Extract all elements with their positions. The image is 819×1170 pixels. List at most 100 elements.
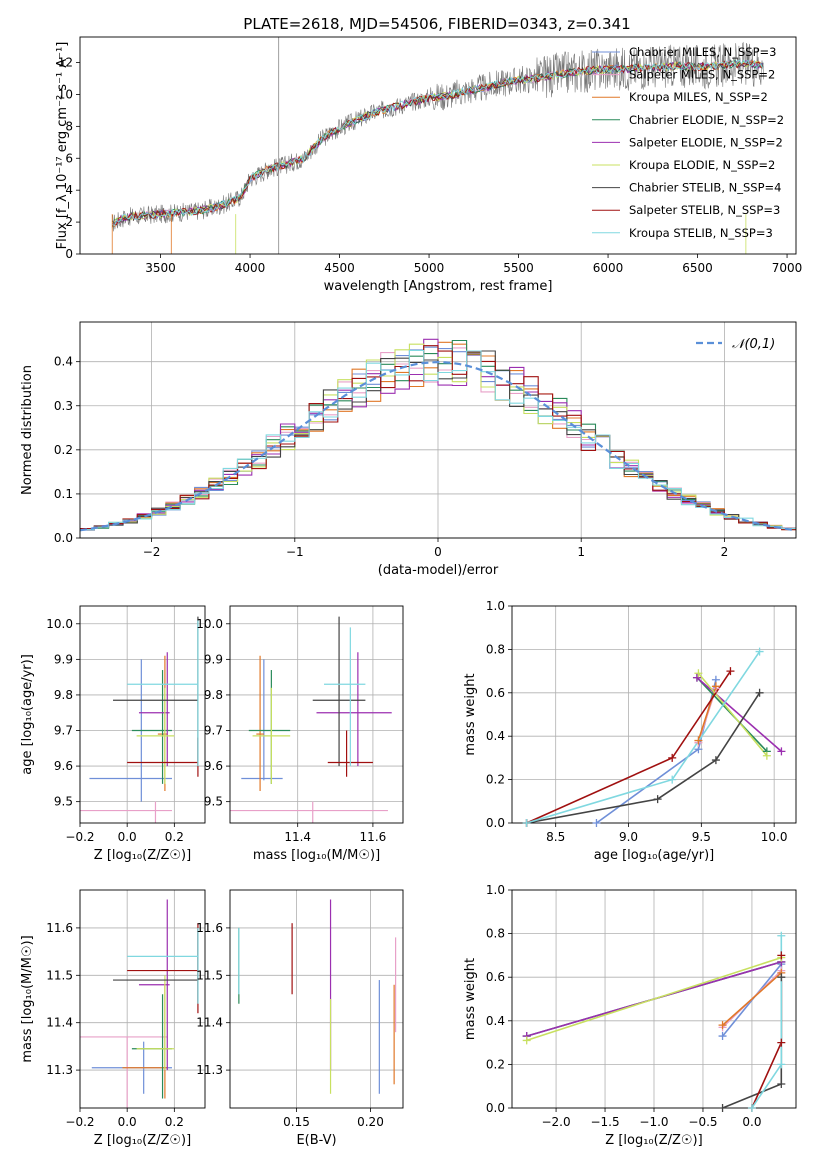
legend-label-salpeter-elodie: Salpeter ELODIE, N_SSP=2 bbox=[629, 135, 783, 149]
x-axis-label: (data-model)/error bbox=[378, 563, 499, 578]
y-tick-label: 10.0 bbox=[196, 617, 223, 631]
legend-label-kroupa-stelib: Kroupa STELIB, N_SSP=3 bbox=[629, 226, 773, 240]
y-tick-label: 1.0 bbox=[486, 599, 505, 613]
point-marker-salpeter-stelib bbox=[726, 667, 735, 676]
point-marker-kroupa-stelib bbox=[777, 1060, 786, 1069]
y-tick-label: 0.6 bbox=[486, 686, 505, 700]
x-tick-label: 9.0 bbox=[619, 830, 638, 844]
plot-area bbox=[230, 616, 392, 823]
x-tick-label: 3500 bbox=[145, 261, 176, 275]
x-axis-label: wavelength [Angstrom, rest frame] bbox=[324, 279, 553, 294]
y-tick-label: 11.4 bbox=[196, 1016, 223, 1030]
x-tick-label: 9.5 bbox=[692, 830, 711, 844]
axes-frame bbox=[229, 889, 404, 1109]
y-tick-label: 10 bbox=[58, 87, 73, 101]
y-tick-label: 11.3 bbox=[46, 1063, 73, 1077]
y-tick-label: 0.0 bbox=[486, 816, 505, 830]
y-tick-label: 11.6 bbox=[196, 921, 223, 935]
plot-area bbox=[80, 616, 199, 823]
point-marker-kroupa-elodie bbox=[522, 1036, 531, 1045]
point-marker-salpeter-stelib bbox=[777, 951, 786, 960]
y-tick-label: 11.3 bbox=[196, 1063, 223, 1077]
y-tick-label: 9.9 bbox=[54, 652, 73, 666]
y-tick-label: 9.8 bbox=[54, 688, 73, 702]
y-tick-label: 10.0 bbox=[46, 617, 73, 631]
mass-weight-vs-age-panel: 8.5 9.0 9.5 10.0 0.0 0.2 0.4 0.6 0.8 1.0 age [log₁… bbox=[463, 599, 797, 863]
x-axis-label: Z [log₁₀(Z/Z☉)] bbox=[94, 848, 191, 863]
x-tick-label: −2 bbox=[143, 545, 161, 559]
axes-frame bbox=[79, 36, 797, 255]
point-marker-salpeter-stelib bbox=[777, 1038, 786, 1047]
point-marker-kroupa-miles bbox=[694, 736, 703, 745]
legend-label-kroupa-elodie: Kroupa ELODIE, N_SSP=2 bbox=[629, 158, 775, 172]
legend-label-kroupa-miles: Kroupa MILES, N_SSP=2 bbox=[629, 90, 768, 104]
point-marker-chabrier-miles bbox=[592, 819, 601, 827]
y-tick-label: 8 bbox=[65, 119, 73, 133]
y-tick-label: 0.8 bbox=[486, 642, 505, 656]
y-tick-label: 0.4 bbox=[486, 1014, 505, 1028]
x-tick-label: 4500 bbox=[324, 261, 355, 275]
model-spectrum-kroupa-stelib bbox=[111, 59, 764, 227]
series-line-salpeter-elodie bbox=[696, 676, 782, 753]
x-axis-label: E(B-V) bbox=[296, 1133, 336, 1148]
x-tick-label: 5500 bbox=[503, 261, 534, 275]
x-tick-label: 6000 bbox=[593, 261, 624, 275]
y-tick-label: 12 bbox=[58, 56, 73, 70]
x-tick-label: 6500 bbox=[682, 261, 713, 275]
y-tick-label: 9.6 bbox=[54, 759, 73, 773]
y-tick-label: 2 bbox=[65, 215, 73, 229]
point-marker-kroupa-stelib bbox=[668, 775, 677, 784]
y-tick-label: 9.6 bbox=[204, 759, 223, 773]
legend-label-salpeter-miles: Salpeter MILES, N_SSP=2 bbox=[629, 68, 775, 82]
point-marker-kroupa-stelib bbox=[755, 647, 764, 656]
y-tick-label: 11.6 bbox=[46, 921, 73, 935]
y-tick-label: 0.4 bbox=[486, 729, 505, 743]
point-marker-kroupa-stelib bbox=[747, 1104, 756, 1112]
model-spectrum-salpeter-stelib bbox=[111, 60, 764, 227]
y-tick-label: 1.0 bbox=[486, 883, 505, 897]
y-axis-label: mass weight bbox=[463, 673, 478, 755]
y-tick-label: 11.4 bbox=[46, 1016, 73, 1030]
x-tick-label: −0.5 bbox=[688, 1115, 717, 1129]
plot-area bbox=[80, 338, 796, 532]
point-marker-chabrier-stelib bbox=[711, 756, 720, 765]
x-tick-label: 8.5 bbox=[546, 830, 565, 844]
x-tick-label: 0.15 bbox=[283, 1115, 310, 1129]
y-tick-label: 11.5 bbox=[196, 968, 223, 982]
x-tick-label: 10.0 bbox=[761, 830, 788, 844]
y-tick-label: 9.8 bbox=[204, 688, 223, 702]
x-tick-label: −2.0 bbox=[541, 1115, 570, 1129]
y-tick-label: 9.5 bbox=[204, 795, 223, 809]
x-tick-label: 0.20 bbox=[357, 1115, 384, 1129]
y-tick-label: 9.9 bbox=[204, 652, 223, 666]
y-tick-label: 0.3 bbox=[54, 399, 73, 413]
x-axis-label: age [log₁₀(age/yr)] bbox=[594, 848, 715, 863]
axes-frame bbox=[229, 605, 404, 824]
x-tick-label: 0.0 bbox=[742, 1115, 761, 1129]
y-tick-label: 0.2 bbox=[486, 1057, 505, 1071]
x-tick-label: 1 bbox=[577, 545, 585, 559]
y-tick-label: 0.0 bbox=[486, 1101, 505, 1115]
point-marker-kroupa-elodie bbox=[762, 751, 771, 760]
point-marker-chabrier-miles bbox=[718, 1032, 727, 1041]
axes-frame bbox=[79, 889, 206, 1109]
axes-frame bbox=[511, 605, 797, 824]
x-tick-label: 11.6 bbox=[360, 830, 387, 844]
y-tick-label: 0.6 bbox=[486, 970, 505, 984]
y-tick-label: 6 bbox=[65, 151, 73, 165]
y-tick-label: 4 bbox=[65, 183, 73, 197]
y-axis-label: mass weight bbox=[463, 958, 478, 1040]
mass-vs-extinction-panel: 0.15 0.20 11.3 11.4 11.5 11.6 E(B-V) bbox=[196, 889, 404, 1148]
y-tick-label: 0.2 bbox=[54, 443, 73, 457]
x-tick-label: 0.0 bbox=[118, 830, 137, 844]
point-marker-kroupa-miles bbox=[718, 1021, 727, 1030]
point-marker-chabrier-stelib bbox=[653, 795, 662, 804]
y-tick-label: 9.7 bbox=[204, 724, 223, 738]
y-tick-label: 0.2 bbox=[486, 773, 505, 787]
legend-label-salpeter-stelib: Salpeter STELIB, N_SSP=3 bbox=[629, 203, 780, 217]
x-axis-label: Z [log₁₀(Z/Z☉)] bbox=[94, 1133, 191, 1148]
x-tick-label: −0.2 bbox=[65, 830, 94, 844]
y-tick-label: 9.7 bbox=[54, 724, 73, 738]
x-tick-label: 0.2 bbox=[165, 830, 184, 844]
